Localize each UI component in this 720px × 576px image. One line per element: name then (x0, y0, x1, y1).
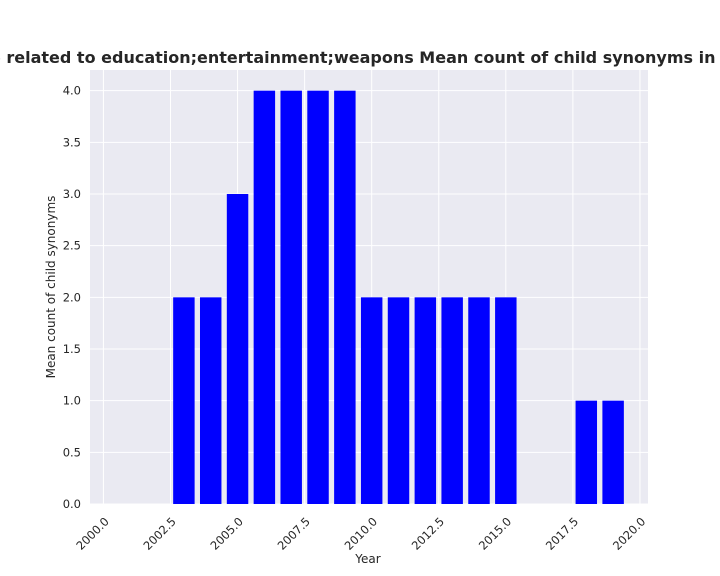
y-tick-label: 0.5 (63, 445, 81, 459)
bar-2006 (253, 90, 276, 505)
x-axis-label: Year (354, 552, 380, 566)
y-tick-label: 1.0 (63, 394, 81, 408)
bar-2012 (414, 297, 437, 504)
bar-2011 (387, 297, 410, 504)
bars (173, 90, 624, 505)
bar-2010 (360, 297, 383, 504)
chart-title: ries are related to education;entertainm… (0, 48, 720, 67)
x-tick-label: 2012.5 (409, 514, 447, 552)
y-tick-label: 2.5 (63, 239, 81, 253)
y-axis-label: Mean count of child synonyms (44, 196, 58, 379)
bar-2009 (334, 90, 356, 505)
y-tick-label: 3.0 (63, 187, 81, 201)
bar-2015 (495, 297, 517, 504)
y-tick-label: 3.5 (63, 135, 81, 149)
bar-2018 (575, 400, 598, 504)
y-tick-labels: 0.0 0.5 1.0 1.5 2.0 2.5 3.0 3.5 4.0 (63, 84, 81, 511)
x-tick-label: 2017.5 (543, 514, 581, 552)
bar-2014 (468, 297, 490, 504)
x-tick-label: 2000.0 (73, 514, 111, 552)
x-tick-label: 2020.0 (610, 514, 648, 552)
bar-2013 (441, 297, 463, 504)
bar-2007 (280, 90, 302, 505)
x-tick-label: 2007.5 (275, 514, 313, 552)
y-tick-label: 2.0 (63, 290, 81, 304)
bar-2003 (173, 297, 195, 504)
x-tick-label: 2015.0 (476, 514, 514, 552)
bar-2005 (226, 194, 249, 504)
x-tick-label: 2010.0 (342, 514, 380, 552)
x-tick-label: 2002.5 (140, 514, 178, 552)
y-tick-label: 0.0 (63, 497, 81, 511)
bar-2019 (602, 400, 624, 504)
y-tick-label: 4.0 (63, 84, 81, 98)
bar-2004 (199, 297, 222, 504)
bar-2008 (307, 90, 329, 505)
x-tick-label: 2005.0 (208, 514, 246, 552)
x-tick-labels: 2000.0 2002.5 2005.0 2007.5 2010.0 2012.5 2015… (73, 514, 648, 552)
y-tick-label: 1.5 (63, 342, 81, 356)
